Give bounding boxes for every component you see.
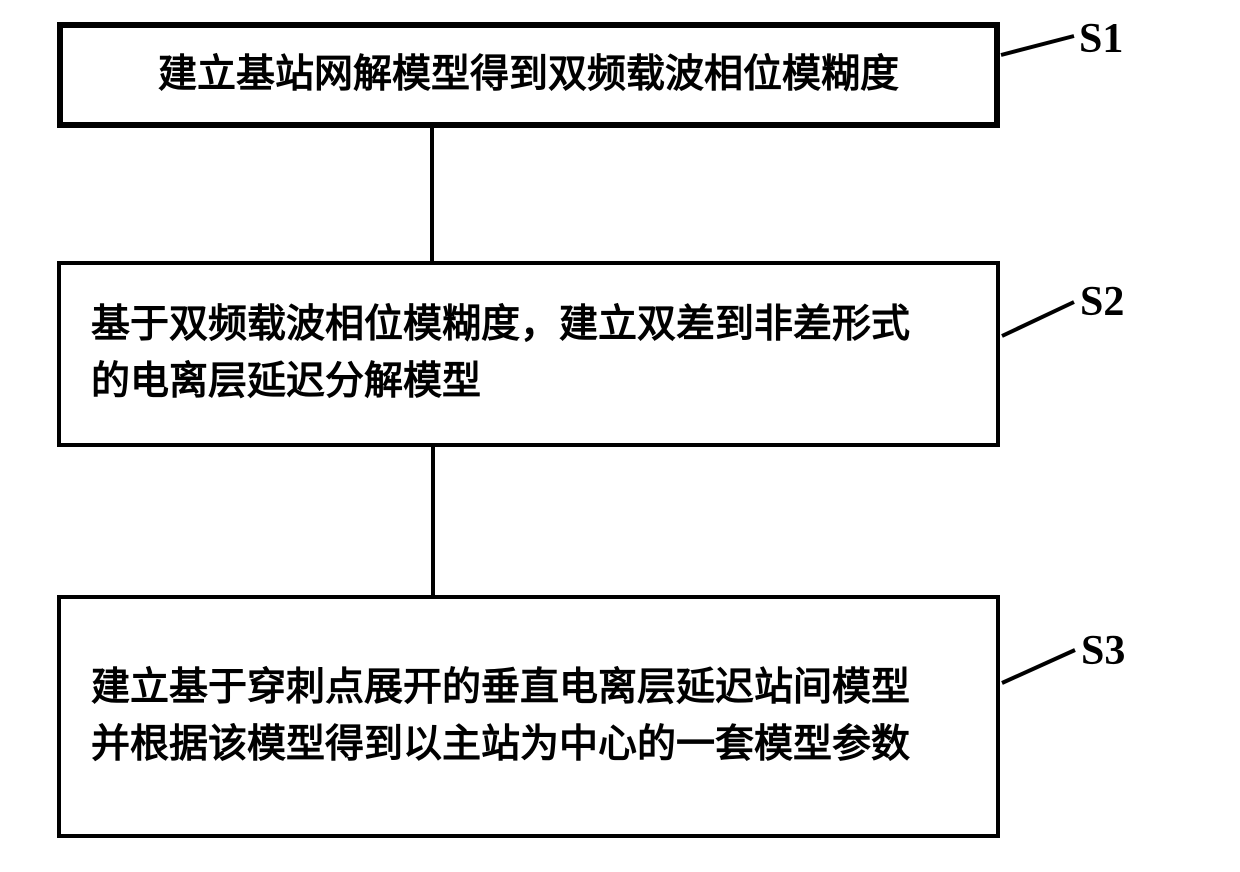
flow-step-s3-label: S3: [1081, 627, 1125, 675]
flow-step-s2-text: 基于双频载波相位模糊度，建立双差到非差形式的电离层延迟分解模型: [61, 297, 996, 410]
flow-step-s2: 基于双频载波相位模糊度，建立双差到非差形式的电离层延迟分解模型: [57, 261, 1000, 447]
flow-step-s1-label: S1: [1079, 15, 1123, 63]
connector-s2-s3: [431, 447, 435, 595]
flow-step-s1-text: 建立基站网解模型得到双频载波相位模糊度: [63, 47, 994, 104]
flow-step-s3: 建立基于穿刺点展开的垂直电离层延迟站间模型并根据该模型得到以主站为中心的一套模型…: [57, 595, 1000, 838]
flow-step-s2-label: S2: [1080, 278, 1124, 326]
flowchart-canvas: 建立基站网解模型得到双频载波相位模糊度 S1 基于双频载波相位模糊度，建立双差到…: [0, 0, 1240, 872]
flow-step-s1: 建立基站网解模型得到双频载波相位模糊度: [57, 22, 1000, 128]
flow-step-s3-text: 建立基于穿刺点展开的垂直电离层延迟站间模型并根据该模型得到以主站为中心的一套模型…: [61, 660, 996, 773]
connector-s1-s2: [430, 128, 434, 261]
